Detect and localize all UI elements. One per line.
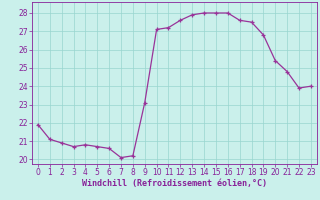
X-axis label: Windchill (Refroidissement éolien,°C): Windchill (Refroidissement éolien,°C): [82, 179, 267, 188]
